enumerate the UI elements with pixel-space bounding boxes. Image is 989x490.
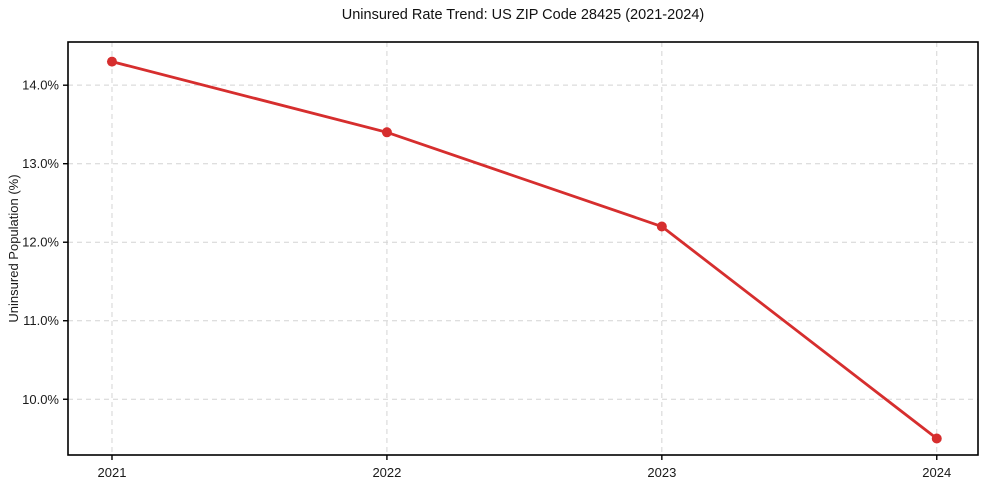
data-point-marker [381, 127, 392, 138]
plot-border [67, 41, 979, 456]
y-tick-label: 12.0% [22, 235, 59, 250]
y-tick-label: 14.0% [22, 78, 59, 93]
data-point-marker [106, 56, 117, 67]
trend-line [110, 60, 939, 440]
data-point-marker [931, 433, 942, 444]
chart-title: Uninsured Rate Trend: US ZIP Code 28425 … [341, 7, 705, 23]
y-tick-label: 10.0% [22, 392, 59, 407]
y-tick-label: 13.0% [22, 156, 59, 171]
x-tick-label: 2024 [922, 465, 951, 480]
data-point-marker [656, 221, 667, 232]
x-tick-label: 2022 [372, 465, 401, 480]
x-tick-label: 2023 [647, 465, 676, 480]
y-tick-label: 11.0% [23, 313, 59, 328]
x-tick-label: 2021 [98, 465, 127, 480]
